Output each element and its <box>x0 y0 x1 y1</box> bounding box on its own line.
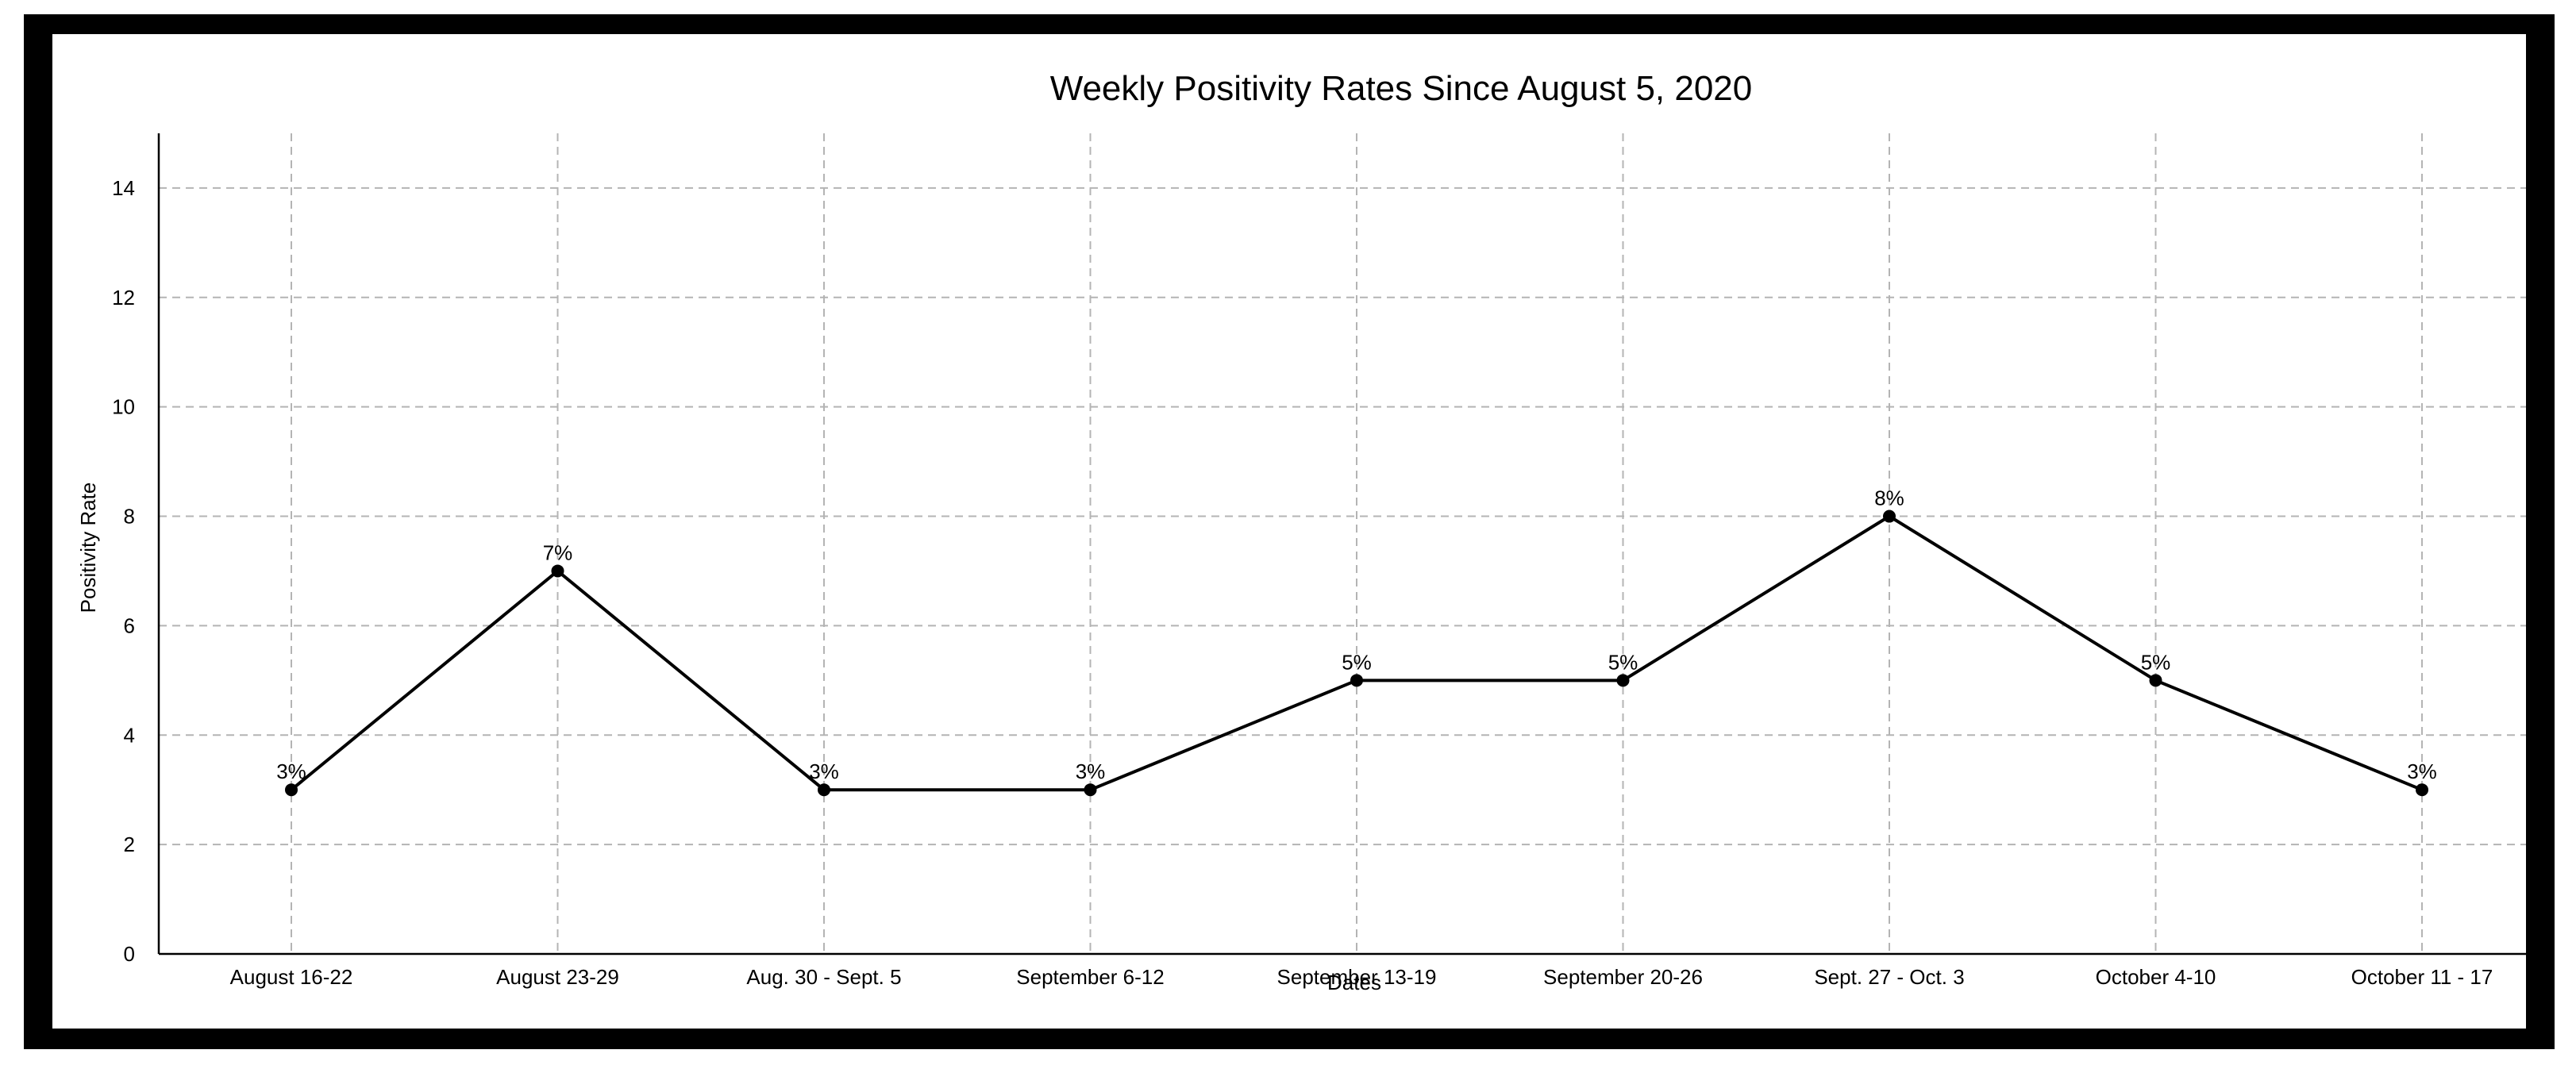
x-tick-label: August 23-29 <box>496 965 619 989</box>
y-tick-label: 4 <box>124 723 135 747</box>
line-chart: 0 2 4 6 8 10 12 14 August 16-22 August 23-29 Aug.… <box>76 69 2526 994</box>
series <box>285 510 2428 797</box>
y-tick-label: 14 <box>112 176 135 200</box>
x-tick-labels: August 16-22 August 23-29 Aug. 30 - Sept. … <box>230 965 2493 989</box>
chart-frame: 0 2 4 6 8 10 12 14 August 16-22 August 23-29 Aug.… <box>24 14 2555 1049</box>
data-label: 3% <box>1076 759 1106 783</box>
data-point <box>551 564 564 578</box>
grid-lines <box>159 133 2526 954</box>
data-point <box>2416 783 2428 797</box>
data-point <box>1883 510 1896 523</box>
y-tick-label: 8 <box>124 505 135 529</box>
x-tick-label: September 6-12 <box>1016 965 1164 989</box>
data-label: 3% <box>276 759 306 783</box>
data-label: 5% <box>2141 650 2171 674</box>
chart-title: Weekly Positivity Rates Since August 5, … <box>1050 69 1753 108</box>
data-label: 5% <box>1608 650 1638 674</box>
data-labels: 3% 7% 3% 3% 5% 5% 8% 5% 3% <box>276 486 2437 784</box>
y-tick-label: 10 <box>112 395 135 419</box>
data-point <box>1350 674 1363 687</box>
data-point <box>1084 783 1097 797</box>
axes <box>157 133 2526 956</box>
y-tick-label: 12 <box>112 286 135 310</box>
x-tick-label: September 13-19 <box>1277 965 1437 989</box>
x-tick-label: Sept. 27 - Oct. 3 <box>1814 965 1964 989</box>
data-label: 8% <box>1874 486 1904 510</box>
chart-panel: 0 2 4 6 8 10 12 14 August 16-22 August 23-29 Aug.… <box>52 34 2526 1029</box>
data-label: 5% <box>1342 650 1372 674</box>
data-point <box>285 783 298 797</box>
x-axis-title: Dates <box>1327 971 1381 994</box>
x-tick-label: August 16-22 <box>230 965 353 989</box>
data-point <box>2149 674 2162 687</box>
y-tick-labels: 0 2 4 6 8 10 12 14 <box>112 176 135 966</box>
x-tick-label: October 4-10 <box>2096 965 2216 989</box>
data-label: 3% <box>809 759 839 783</box>
data-point <box>818 783 830 797</box>
data-label: 3% <box>2407 759 2437 783</box>
y-axis-title: Positivity Rate <box>76 483 100 613</box>
y-tick-label: 2 <box>124 833 135 856</box>
y-tick-label: 0 <box>124 942 135 966</box>
data-label: 7% <box>543 540 573 564</box>
x-tick-label: Aug. 30 - Sept. 5 <box>746 965 901 989</box>
y-tick-label: 6 <box>124 613 135 637</box>
x-tick-label: October 11 - 17 <box>2351 965 2493 989</box>
data-point <box>1616 674 1630 687</box>
x-tick-label: September 20-26 <box>1543 965 1703 989</box>
